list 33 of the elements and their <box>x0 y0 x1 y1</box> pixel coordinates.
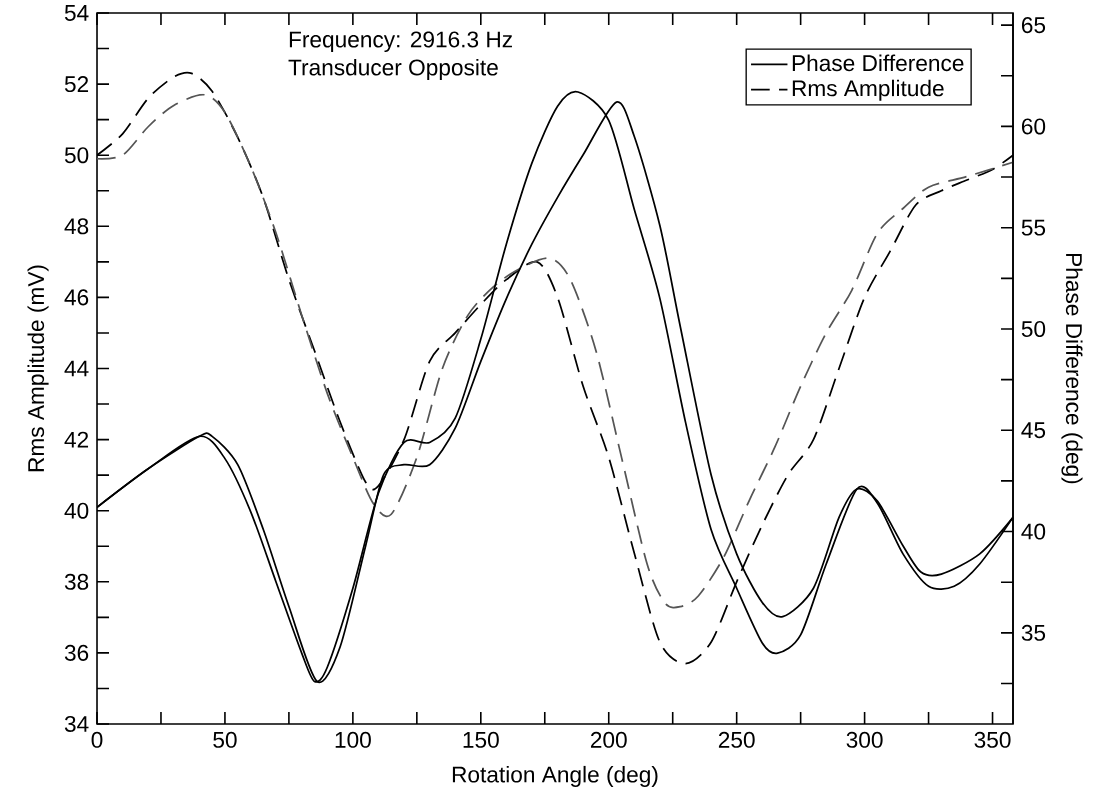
y-tick-label: 52 <box>64 76 89 93</box>
y2-axis-title: Phase Difference (deg) <box>1061 254 1083 484</box>
y-tick-label: 34 <box>64 715 89 733</box>
y-axis-title: Rms Amplitude (mV) <box>27 265 49 472</box>
y-tick-label: 42 <box>64 431 89 448</box>
y2-tick-label: 65 <box>1021 17 1046 34</box>
x-tick-label: 150 <box>463 731 499 748</box>
annotation: Transducer Opposite <box>288 58 498 81</box>
y-tick-label: 40 <box>64 502 89 519</box>
annotation: Frequency: 2916.3 Hz <box>289 31 512 53</box>
y-tick-label: 38 <box>64 573 89 590</box>
x-axis-title: Rotation Angle (deg) <box>452 765 658 788</box>
legend-label: Rms Amplitude <box>792 79 944 101</box>
y-tick-label: 54 <box>64 5 89 21</box>
x-tick-label: 100 <box>335 731 371 748</box>
y-tick-label: 44 <box>64 360 89 377</box>
x-tick-label: 0 <box>91 731 103 748</box>
x-tick-label: 50 <box>213 731 237 748</box>
y2-tick-label: 40 <box>1021 523 1046 540</box>
y-tick-label: 48 <box>64 218 89 235</box>
y-tick-label: 36 <box>64 644 89 661</box>
y2-tick-label: 35 <box>1021 624 1046 641</box>
y2-tick-label: 50 <box>1021 320 1046 338</box>
x-tick-label: 250 <box>718 731 755 748</box>
legend-label: Phase Difference <box>792 54 964 72</box>
y2-tick-label: 55 <box>1021 219 1046 236</box>
x-tick-label: 350 <box>974 731 1011 748</box>
y-tick-label: 46 <box>64 289 89 306</box>
x-tick-label: 300 <box>846 731 883 748</box>
x-tick-label: 200 <box>590 731 627 748</box>
y-tick-label: 50 <box>64 147 89 164</box>
y2-tick-label: 60 <box>1021 118 1046 135</box>
y2-tick-label: 45 <box>1021 422 1046 439</box>
